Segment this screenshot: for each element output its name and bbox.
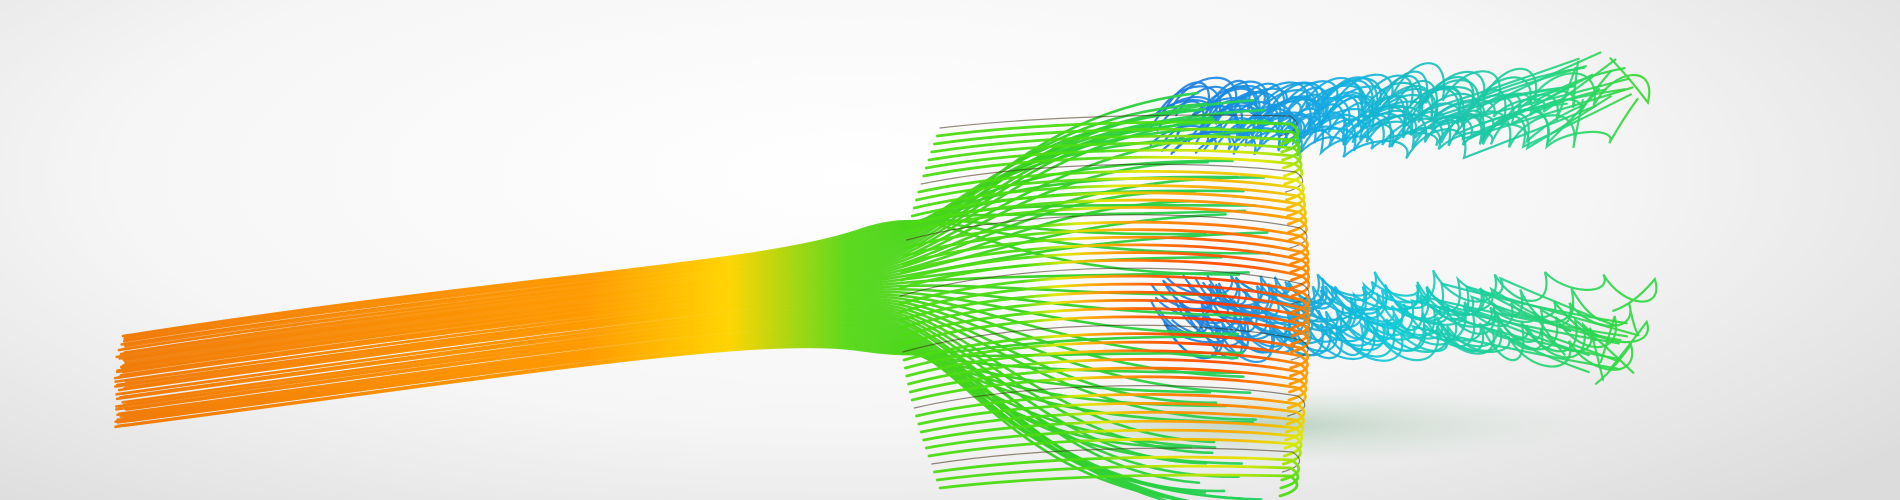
core-streamline [920, 163, 1304, 193]
inflow-streamline [122, 334, 1217, 449]
core-streamline [908, 366, 1308, 402]
core-streamline [917, 169, 1305, 202]
core-streamline [906, 214, 1308, 249]
core-streamline [922, 155, 1304, 186]
inflow-streamline [123, 99, 1255, 362]
wake-streamline [1170, 104, 1597, 160]
core-streamline [910, 375, 1307, 410]
wake-streamline [1174, 102, 1568, 147]
inflow-streamline [116, 128, 1258, 372]
inflow-streamline [116, 288, 1256, 387]
wake-streamline [1150, 70, 1612, 129]
core-streamline [899, 251, 1311, 290]
core-streamline [931, 447, 1301, 473]
core-streamline [903, 340, 1309, 378]
core-streamline [930, 134, 1301, 162]
inflow-streamline [119, 115, 1213, 369]
inflow-streamline [116, 340, 1212, 424]
upper-wake-loops [1149, 51, 1651, 160]
core-streamline [898, 290, 1311, 330]
inflow-streamline [116, 327, 1192, 500]
wake-streamline [1194, 95, 1612, 156]
core-streamline [917, 401, 1305, 434]
core-streamline [900, 315, 1310, 354]
core-streamline [922, 419, 1304, 450]
wake-streamline [1200, 57, 1651, 122]
core-streamline [912, 184, 1307, 218]
wake-streamline [1163, 323, 1605, 381]
inflow-streamline [120, 118, 1215, 370]
inflow-streamline [117, 297, 1252, 394]
wake-streamline [1165, 320, 1619, 370]
inflow-stream-bundle [113, 91, 1271, 500]
wake-streamline [1163, 280, 1602, 327]
vortex-core-bundle [898, 114, 1311, 498]
core-streamline [903, 220, 1309, 258]
core-streamline [899, 307, 1311, 346]
core-streamline [910, 191, 1307, 226]
core-streamline [924, 428, 1303, 458]
core-streamline [900, 243, 1310, 282]
core-streamline [905, 349, 1309, 386]
wake-streamline [1206, 269, 1658, 312]
core-streamline [924, 148, 1303, 178]
core-streamline [933, 127, 1301, 154]
inflow-streamline [118, 102, 1208, 360]
core-streamline [927, 141, 1302, 170]
core-streamline [935, 120, 1300, 146]
core-streamline [899, 258, 1311, 298]
core-streamline [899, 267, 1310, 305]
core-streamline [902, 324, 1309, 361]
core-streamline [938, 473, 1299, 498]
core-streamline [898, 282, 1311, 322]
core-streamline [898, 274, 1311, 314]
wake-streamline [1200, 86, 1627, 128]
core-streamline [907, 357, 1308, 394]
core-streamline [919, 410, 1305, 442]
core-streamline [915, 393, 1306, 426]
core-streamline [899, 298, 1311, 338]
core-streamline [939, 114, 1298, 137]
core-streamline [927, 437, 1302, 466]
inflow-streamline [122, 203, 1257, 343]
core-streamline [901, 235, 1310, 274]
core-streamline [902, 332, 1310, 370]
core-streamline [907, 205, 1308, 242]
core-streamline [915, 177, 1306, 210]
inflow-streamline [114, 271, 1250, 384]
core-streamline [935, 464, 1300, 490]
inflow-streamline [114, 335, 1237, 429]
core-streamline [902, 228, 1310, 266]
core-streamline [933, 455, 1301, 482]
inflow-streamline [123, 305, 1214, 455]
inflow-streamline [120, 175, 1239, 346]
inflow-streamline [124, 108, 1203, 365]
core-streamline [913, 385, 1306, 417]
core-streamline [908, 198, 1308, 234]
